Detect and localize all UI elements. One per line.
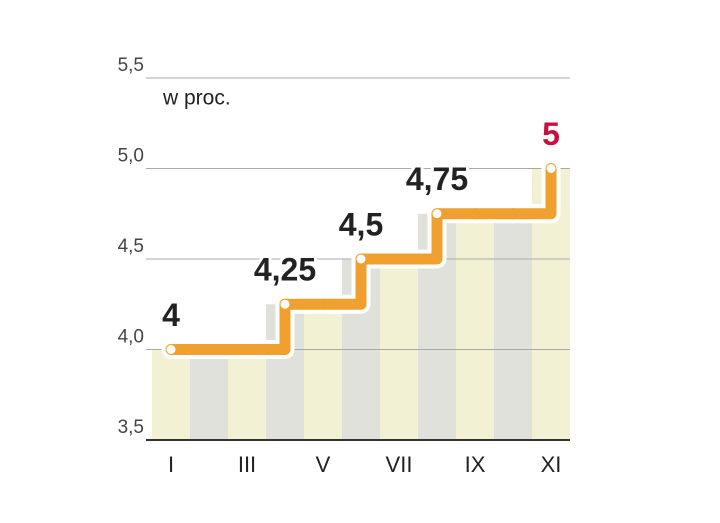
unit-label: w proc.	[162, 87, 231, 110]
step-line	[393, 208, 443, 265]
value-label: 4,75	[406, 161, 468, 197]
column	[152, 349, 190, 440]
value-label: 4,5	[339, 206, 383, 242]
x-tick-label: XI	[541, 452, 562, 477]
y-tick-label: 5,5	[118, 55, 144, 76]
point	[280, 299, 290, 309]
step-line	[317, 253, 367, 310]
column	[228, 349, 266, 440]
x-tick-label: IX	[465, 452, 486, 477]
x-tick-label: VII	[386, 452, 413, 477]
value-label: 4	[162, 297, 180, 333]
point	[432, 209, 442, 219]
x-tick-label: III	[238, 452, 256, 477]
column	[190, 349, 228, 440]
step-line	[507, 163, 557, 220]
point	[546, 164, 556, 173]
value-label: 5	[542, 116, 560, 152]
value-label: 4,25	[254, 252, 316, 288]
step-line	[241, 298, 291, 355]
column	[456, 213, 494, 440]
point	[356, 254, 366, 264]
y-tick-label: 5,0	[118, 146, 144, 167]
y-tick-label: 3,5	[118, 417, 144, 438]
column	[304, 304, 342, 440]
y-tick-label: 4,5	[118, 236, 144, 257]
x-tick-label: V	[316, 452, 331, 477]
x-tick-label: I	[168, 452, 174, 477]
point	[166, 345, 176, 354]
y-tick-label: 4,0	[118, 327, 144, 348]
column	[494, 213, 532, 440]
